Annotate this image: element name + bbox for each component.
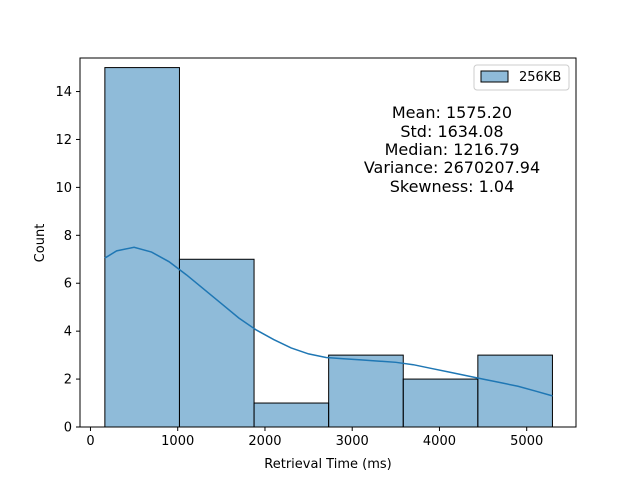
legend-swatch xyxy=(480,70,509,83)
y-tick-label: 6 xyxy=(64,277,72,292)
y-tick-label: 10 xyxy=(55,181,72,196)
stats-skewness: Skewness: 1.04 xyxy=(390,177,515,196)
x-tick-label: 5000 xyxy=(510,434,543,449)
y-axis-label: Count xyxy=(33,224,48,263)
legend-label: 256KB xyxy=(519,70,561,85)
y-tick-label: 8 xyxy=(64,229,72,244)
x-tick-label: 1000 xyxy=(161,434,194,449)
histogram-bar-3 xyxy=(253,402,330,428)
histogram-bars xyxy=(104,67,553,428)
histogram-bar-6 xyxy=(477,354,553,428)
histogram-bar-2 xyxy=(178,258,255,428)
legend: 256KB xyxy=(473,64,570,91)
histogram-bar-4 xyxy=(328,354,404,428)
kde-curve xyxy=(104,246,553,397)
y-tick-label: 4 xyxy=(64,325,72,340)
x-tick-label: 4000 xyxy=(423,434,456,449)
stats-annotation: Mean: 1575.20 Std: 1634.08 Median: 1216.… xyxy=(364,103,540,196)
x-tick-label: 2000 xyxy=(248,434,281,449)
histogram-bar-5 xyxy=(402,378,479,428)
y-tick-label: 14 xyxy=(55,85,72,100)
plot-frame xyxy=(79,57,577,428)
x-tick-label: 0 xyxy=(86,434,94,449)
y-axis-ticks: 0 2 4 6 8 10 12 14 xyxy=(55,85,80,436)
histogram-bar-1 xyxy=(104,67,180,428)
x-tick-label: 3000 xyxy=(336,434,369,449)
stats-median: Median: 1216.79 xyxy=(385,140,520,159)
y-tick-label: 2 xyxy=(64,373,72,388)
y-tick-label: 0 xyxy=(64,421,72,436)
x-axis-ticks: 0 1000 2000 3000 4000 5000 xyxy=(86,427,543,449)
y-tick-label: 12 xyxy=(55,133,72,148)
stats-mean: Mean: 1575.20 xyxy=(392,103,512,122)
x-axis-label: Retrieval Time (ms) xyxy=(264,457,391,472)
stats-std: Std: 1634.08 xyxy=(400,122,503,141)
stats-variance: Variance: 2670207.94 xyxy=(364,158,540,177)
